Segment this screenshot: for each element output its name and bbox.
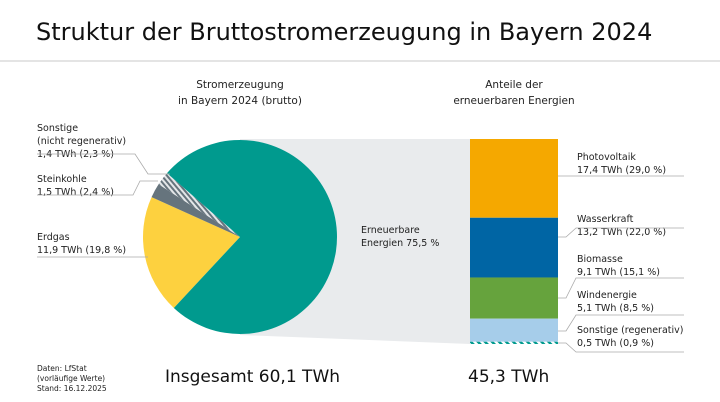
bar-sonstige-regenerativ-label: 0,5 TWh (0,9 %): [577, 338, 654, 349]
right-heading-1: Anteile der: [485, 79, 543, 91]
source-line-1: Daten: LfStat: [37, 364, 87, 373]
left-heading-1: Stromerzeugung: [196, 79, 284, 91]
pie-slice-erneuerbare-energien: [167, 139, 337, 334]
bar-sonstige-regenerativ-label: Sonstige (regenerativ): [577, 325, 683, 336]
pie-slice-sonstige-nicht-regenerativ: [158, 173, 240, 237]
bar-wasserkraft-label: Wasserkraft: [577, 214, 634, 225]
right-heading-2: erneuerbaren Energien: [453, 95, 574, 107]
bar-windenergie-label: 5,1 TWh (8,5 %): [577, 303, 654, 314]
pie-slice-steinkohle: [151, 184, 240, 237]
pie-erneuerbare-energien-label: Energien 75,5 %: [361, 238, 439, 249]
bar-biomasse-label: 9,1 TWh (15,1 %): [577, 267, 660, 278]
pie-steinkohle-label: Steinkohle: [37, 174, 87, 185]
pie-steinkohle-label: 1,5 TWh (2,4 %): [37, 187, 114, 198]
pie-sonstige-nicht-regenerativ-label: (nicht regenerativ): [37, 136, 126, 147]
bar-windenergie-label: Windenergie: [577, 290, 637, 301]
stacked-bar: [470, 139, 558, 344]
source-line-2: (vorläufige Werte): [37, 374, 105, 383]
total-right: 45,3 TWh: [468, 367, 549, 387]
pie-erdgas-label: Erdgas: [37, 232, 70, 243]
bar-segment-photovoltaik: [470, 139, 558, 218]
pie-sonstige-nicht-regenerativ-label: 1,4 TWh (2,3 %): [37, 149, 114, 160]
leader-line: [558, 227, 684, 238]
left-heading-2: in Bayern 2024 (brutto): [178, 95, 302, 107]
bar-wasserkraft-label: 13,2 TWh (22,0 %): [577, 227, 666, 238]
leader-line: [558, 277, 684, 299]
bar-segment-sonstige-regenerativ: [470, 341, 558, 344]
total-left: Insgesamt 60,1 TWh: [165, 367, 340, 387]
labels: Sonstige (nicht regenerativ) 1,4 TWh (2,3 …: [37, 123, 684, 353]
leader-line: [558, 342, 684, 353]
page-title: Struktur der Bruttostromerzeugung in Bay…: [36, 18, 652, 46]
bar-segment-biomasse: [470, 277, 558, 319]
bar-segment-wasserkraft: [470, 217, 558, 278]
leader-line: [37, 180, 158, 196]
pie-sonstige-nicht-regenerativ-label: Sonstige: [37, 123, 78, 134]
leader-line: [37, 153, 170, 175]
source-line-3: Stand: 16.12.2025: [37, 384, 107, 393]
bar-photovoltaik-label: Photovoltaik: [577, 152, 636, 163]
pie-erneuerbare-energien-label: Erneuerbare: [361, 225, 420, 236]
bar-biomasse-label: Biomasse: [577, 254, 623, 265]
leader-line: [558, 314, 684, 332]
pie-chart: [143, 139, 337, 334]
bar-segment-windenergie: [470, 318, 558, 342]
pie-slice-erdgas: [143, 197, 240, 308]
pie-erdgas-label: 11,9 TWh (19,8 %): [37, 245, 126, 256]
bar-photovoltaik-label: 17,4 TWh (29,0 %): [577, 165, 666, 176]
